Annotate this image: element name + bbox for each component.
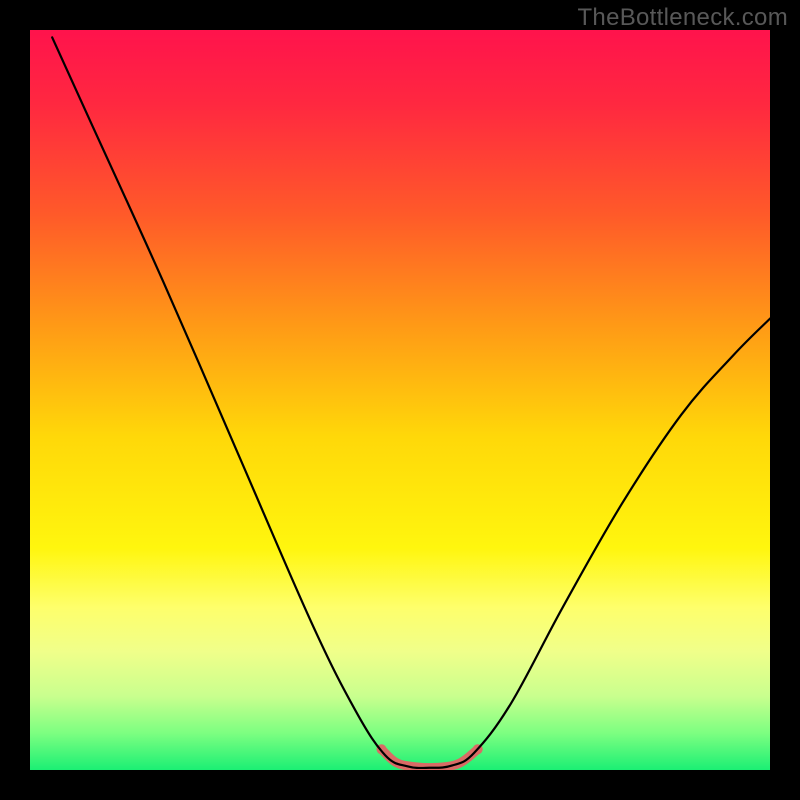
watermark-text: TheBottleneck.com — [577, 4, 788, 32]
chart-container: TheBottleneck.com — [0, 0, 800, 800]
gradient-background — [30, 30, 770, 770]
bottleneck-chart — [0, 0, 800, 800]
